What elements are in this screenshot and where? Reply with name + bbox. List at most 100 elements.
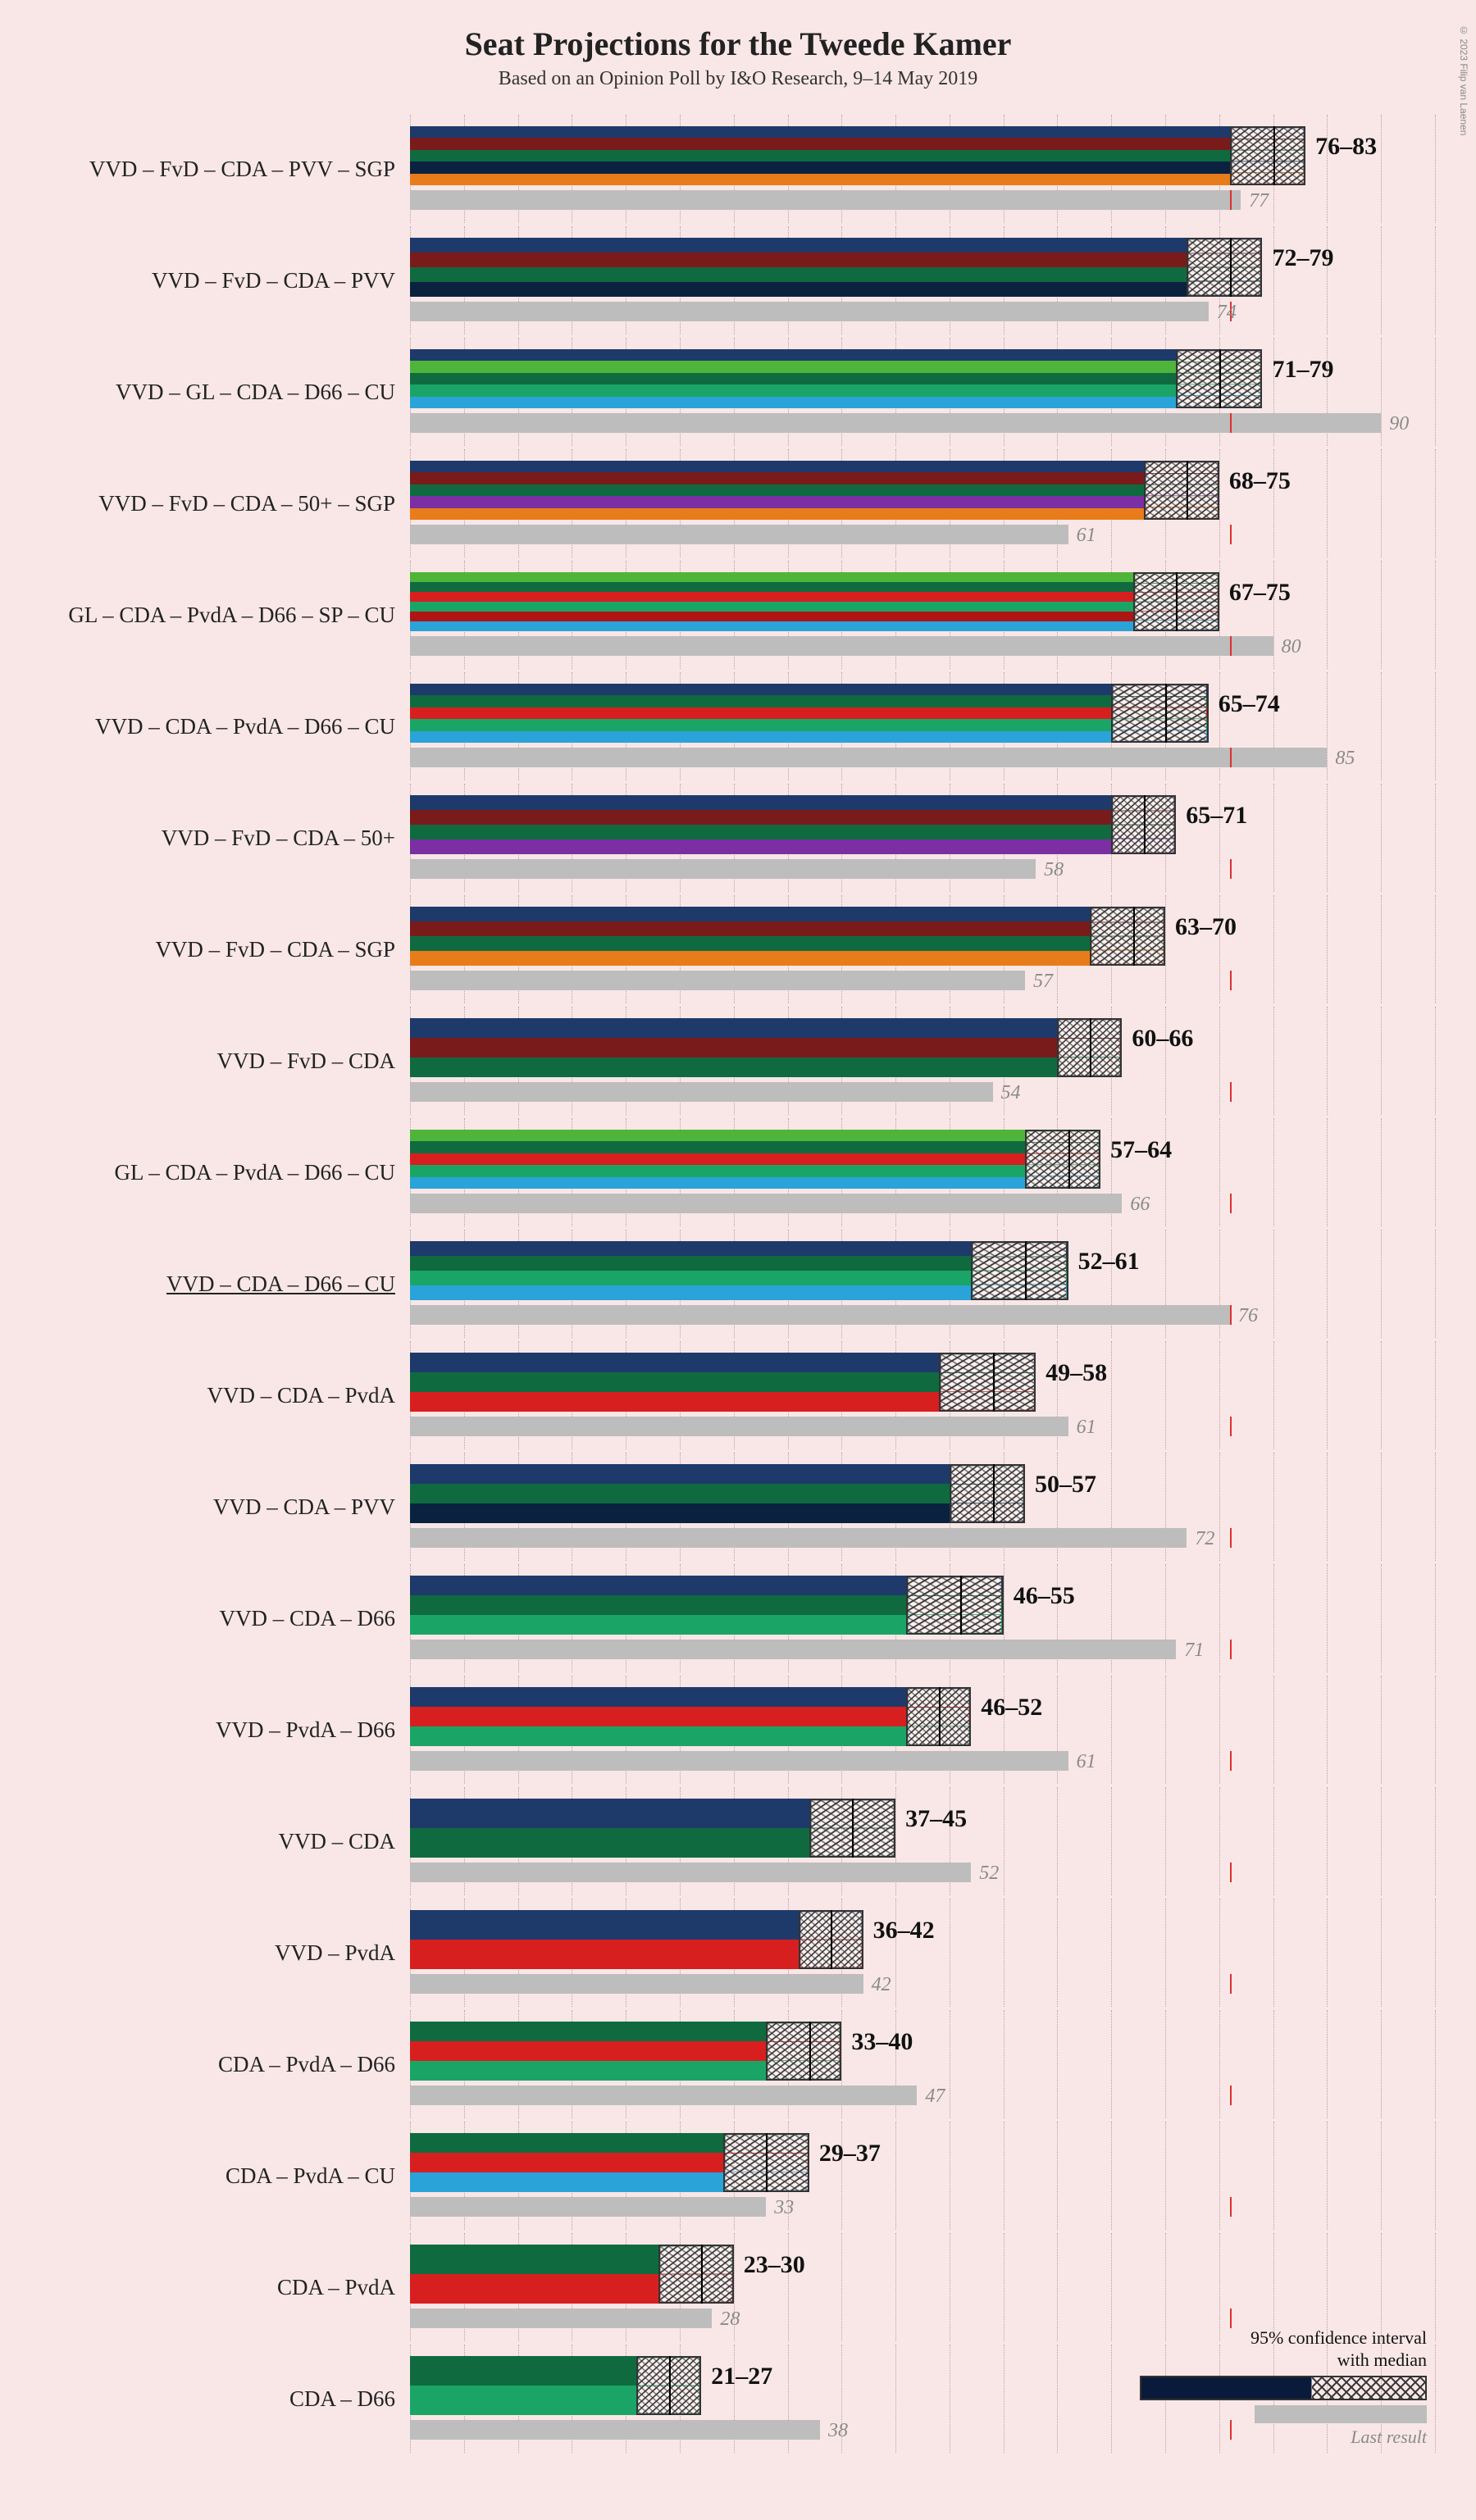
party-stripe [410,1392,939,1412]
majority-marker [1230,1863,1232,1882]
bar-zone: 68–7561 [410,449,1435,557]
party-stripe [410,719,1111,730]
last-result-label: 66 [1130,1194,1150,1216]
bar-zone: 65–7158 [410,784,1435,892]
majority-marker [1230,859,1232,879]
party-stripe [410,138,1230,149]
range-label: 37–45 [905,1805,967,1833]
bar-zone: 52–6176 [410,1230,1435,1338]
bar-zone: 50–5772 [410,1453,1435,1561]
chart-title: Seat Projections for the Tweede Kamer [33,25,1443,63]
coalition-label: CDA – D66 [41,2345,410,2453]
coalition-bar [410,2022,766,2081]
bar-zone: 49–5861 [410,1341,1435,1449]
party-stripe [410,1828,809,1858]
confidence-interval [1144,461,1219,520]
majority-marker [1230,1082,1232,1102]
coalition-bar [410,1799,809,1858]
range-label: 76–83 [1315,133,1377,161]
last-result-bar [410,2086,917,2105]
range-label: 57–64 [1110,1136,1172,1164]
range-label: 60–66 [1132,1025,1193,1053]
coalition-label: VVD – FvD – CDA – SGP [41,895,410,1003]
last-result-label: 74 [1217,302,1237,324]
coalition-label: VVD – CDA – PvdA [41,1341,410,1449]
last-result-label: 72 [1195,1528,1214,1550]
legend-ci-swatch [1140,2376,1427,2400]
median-marker [1219,349,1221,408]
coalition-bar [410,1910,799,1969]
bar-zone: 36–4242 [410,1899,1435,2007]
party-stripe [410,1353,939,1372]
median-marker [993,1353,995,1412]
range-label: 63–70 [1175,913,1237,941]
party-stripe [410,2386,636,2415]
party-stripe [410,361,1176,372]
range-label: 46–55 [1014,1582,1075,1610]
party-stripe [410,496,1144,507]
party-stripe [410,582,1133,592]
majority-marker [1230,971,1232,990]
coalition-label: VVD – GL – CDA – D66 – CU [41,338,410,446]
median-marker [1273,126,1275,185]
confidence-interval [658,2245,734,2304]
median-marker [1133,907,1135,966]
coalition-label: VVD – PvdA [41,1899,410,2007]
median-marker [1187,461,1188,520]
last-result-bar [410,1082,993,1102]
chart-area: VVD – FvD – CDA – PVV – SGP 76–8377VVD –… [41,115,1435,2453]
party-stripe [410,1153,1025,1165]
coalition-row: CDA – PvdA – D66 33–4047 [41,2010,1435,2118]
coalition-row: VVD – CDA – D66 – CU 52–6176 [41,1230,1435,1338]
last-result-label: 80 [1282,636,1301,658]
bar-zone: 33–4047 [410,2010,1435,2118]
confidence-interval [1187,238,1262,297]
median-marker [809,2022,811,2081]
bar-zone: 60–6654 [410,1007,1435,1115]
party-stripe [410,825,1111,839]
coalition-row: CDA – PvdA – CU 29–3733 [41,2122,1435,2230]
coalition-bar [410,572,1133,631]
party-stripe [410,238,1187,252]
confidence-interval [1090,907,1165,966]
party-stripe [410,2274,658,2304]
last-result-bar [410,1974,863,1994]
last-result-bar [410,1194,1122,1213]
range-label: 23–30 [744,2251,805,2279]
party-stripe [410,1910,799,1940]
coalition-bar [410,2356,636,2415]
bar-zone: 65–7485 [410,672,1435,780]
coalition-row: VVD – CDA 37–4552 [41,1787,1435,1895]
last-result-bar [410,971,1025,990]
last-result-label: 77 [1249,190,1269,212]
majority-marker [1230,1751,1232,1771]
last-result-label: 85 [1335,748,1355,770]
party-stripe [410,1018,1057,1038]
confidence-interval [1025,1130,1100,1189]
bar-zone: 72–7974 [410,226,1435,334]
bar-zone: 29–3733 [410,2122,1435,2230]
confidence-interval [906,1576,1003,1635]
party-stripe [410,592,1133,602]
coalition-bar [410,126,1230,185]
bar-zone: 37–4552 [410,1787,1435,1895]
last-result-bar [410,1305,1230,1325]
last-result-bar [410,748,1327,767]
coalition-label: VVD – FvD – CDA – PVV [41,226,410,334]
coalition-label: VVD – FvD – CDA [41,1007,410,1115]
last-result-label: 57 [1033,971,1053,993]
coalition-row: VVD – CDA – PVV 50–5772 [41,1453,1435,1561]
coalition-bar [410,349,1176,408]
party-stripe [410,472,1144,484]
last-result-bar [410,2197,766,2217]
last-result-label: 58 [1044,859,1064,881]
party-stripe [410,1271,971,1285]
majority-marker [1230,2308,1232,2328]
party-stripe [410,621,1133,631]
party-stripe [410,695,1111,707]
coalition-bar [410,795,1111,854]
coalition-row: VVD – GL – CDA – D66 – CU 71–7990 [41,338,1435,446]
confidence-interval [971,1241,1068,1300]
party-stripe [410,707,1111,719]
range-label: 49–58 [1046,1359,1107,1387]
